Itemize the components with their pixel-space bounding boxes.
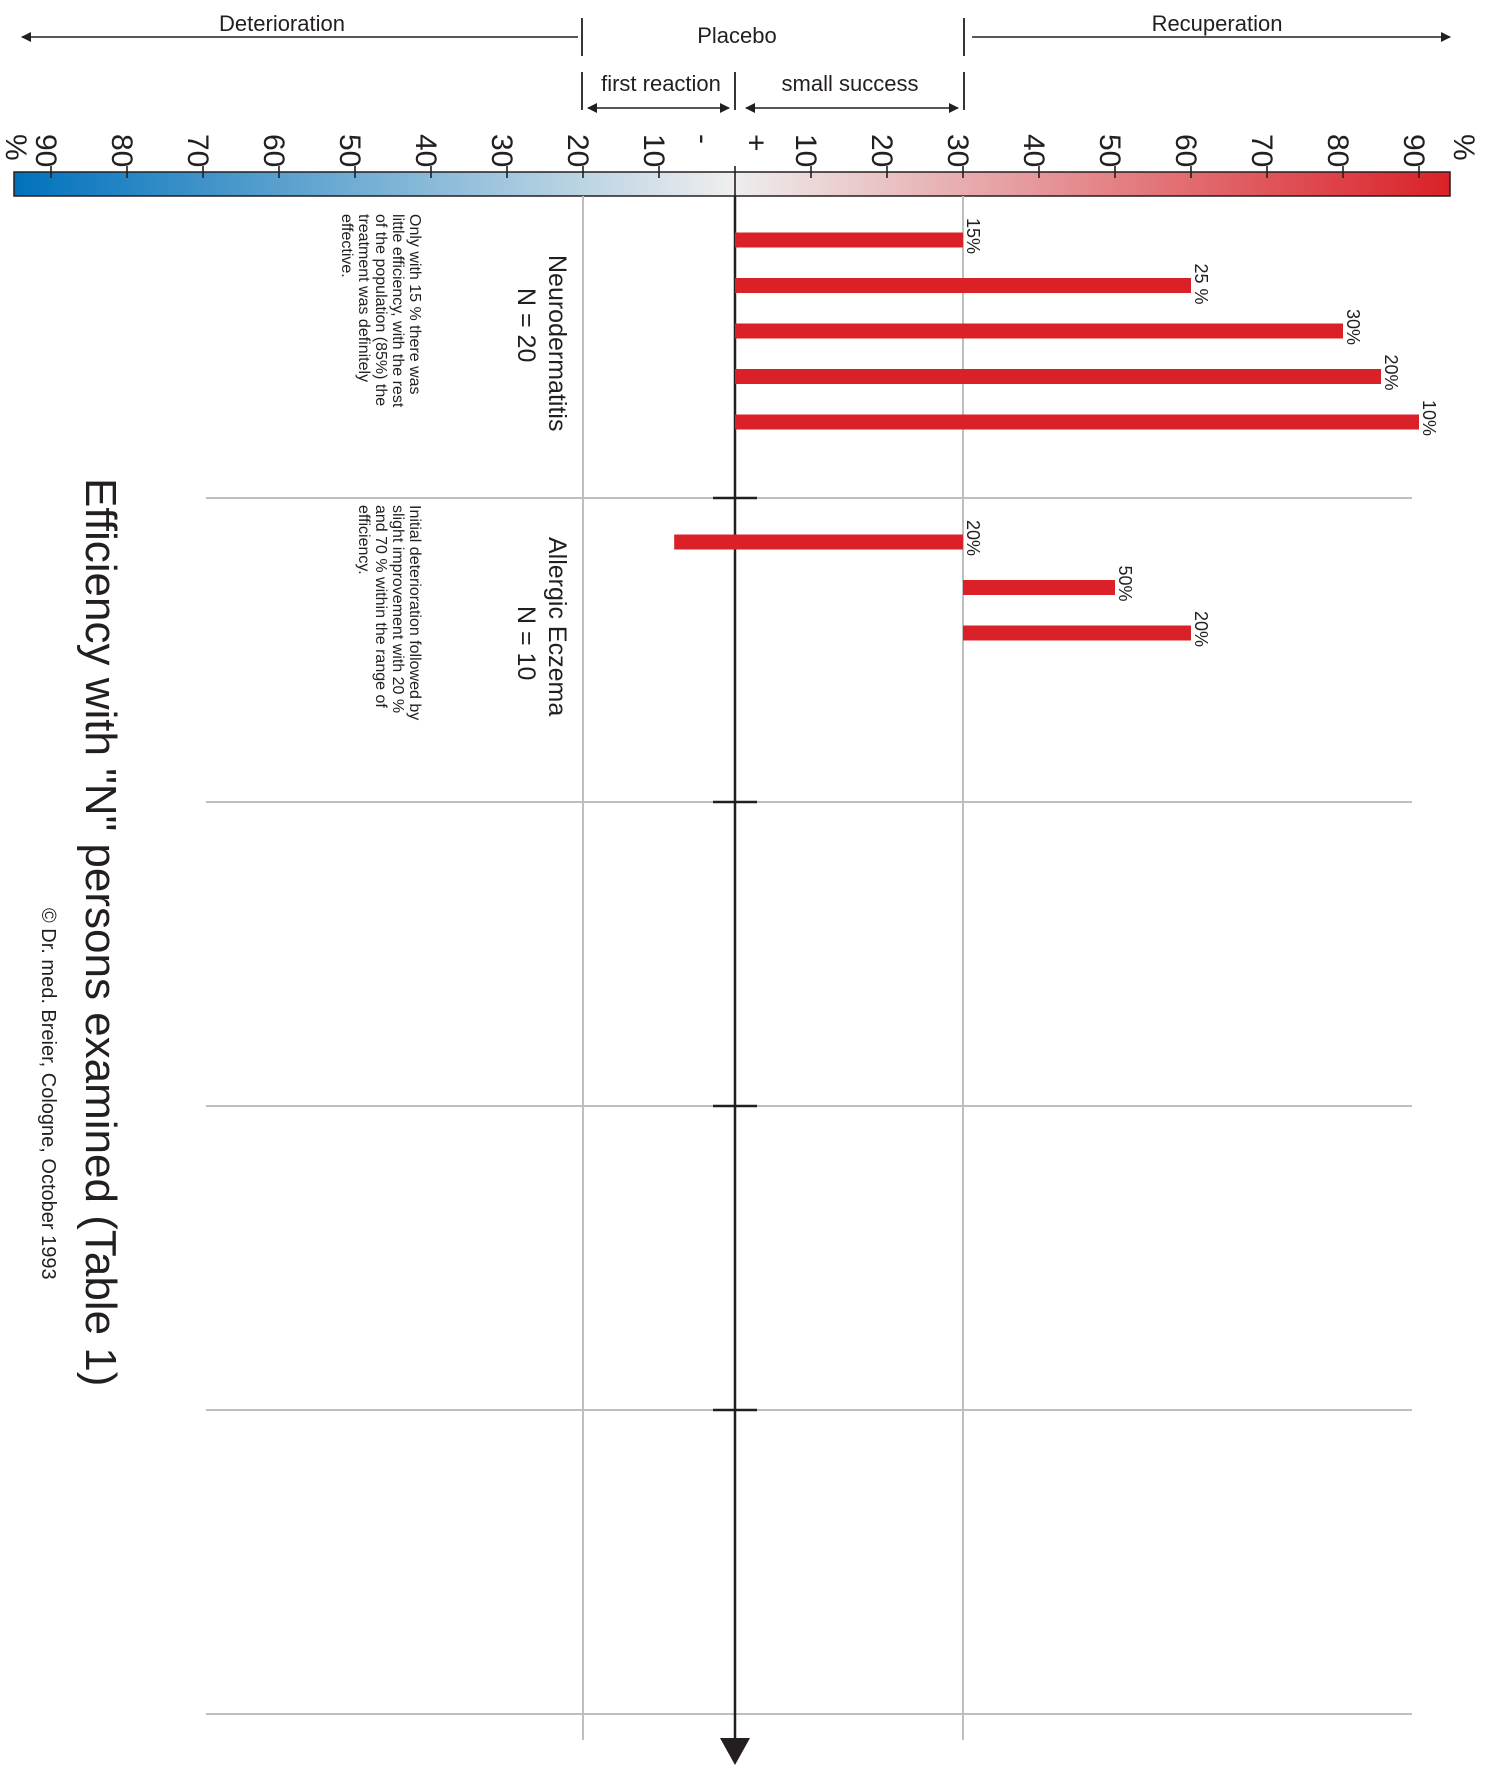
bar xyxy=(963,580,1115,595)
scale-tick-label: 90 xyxy=(29,134,62,167)
scale-tick-label: 30 xyxy=(485,134,518,167)
scale-unit-label-left: % xyxy=(0,134,32,161)
scale-tick-label: 40 xyxy=(1017,134,1050,167)
scale-tick-label: 70 xyxy=(1245,134,1278,167)
bar xyxy=(735,323,1343,339)
svg-text:Only with 15 % there was: Only with 15 % there was little efficien… xyxy=(338,214,423,412)
scale-tick-label: 50 xyxy=(333,134,366,167)
bar-label: 30% xyxy=(1343,309,1363,345)
bar-label: 10% xyxy=(1419,400,1439,436)
group-note: Initial deterioration followed by slight… xyxy=(355,505,423,725)
bar xyxy=(963,625,1191,641)
bar-label: 20% xyxy=(1381,355,1401,391)
scale-tick-label: - xyxy=(686,134,719,144)
scale-tick-label: 60 xyxy=(257,134,290,167)
scale-tick-label: 40 xyxy=(409,134,442,167)
group-neurodermatitis: Neurodermatitis N = 20 Only with 15 % th… xyxy=(338,214,571,431)
scale-tick-label: + xyxy=(740,134,773,152)
svg-text:Initial deterioration followed: Initial deterioration followed by slight… xyxy=(355,505,423,725)
scale-tick-label: 80 xyxy=(105,134,138,167)
bar xyxy=(735,414,1419,430)
bar-label: 20% xyxy=(1191,611,1211,647)
zone-header: Deterioration Placebo Recuperation first… xyxy=(21,11,1451,113)
group-name: Allergic Eczema xyxy=(543,537,571,716)
placebo-label: Placebo xyxy=(697,23,777,48)
copyright: © Dr. med. Breier, Cologne, October 1993 xyxy=(37,908,59,1280)
group-name: Neurodermatitis xyxy=(543,255,571,431)
scale-tick-label: 50 xyxy=(1093,134,1126,167)
scale-tick-labels: 90 80 70 60 50 40 30 20 10 - +10 20 30 40 50 60 70 80 90%% xyxy=(0,134,1480,167)
scale-tick-label: 60 xyxy=(1169,134,1202,167)
scale xyxy=(13,166,1451,197)
bar xyxy=(735,232,963,248)
scale-gradient-bar xyxy=(13,171,1451,197)
chart-title: Efficiency with "N" persons examined (Ta… xyxy=(76,478,125,1386)
recuperation-label: Recuperation xyxy=(1152,11,1283,36)
bar xyxy=(674,534,963,550)
bar xyxy=(735,369,1381,384)
scale-tick-label: 70 xyxy=(181,134,214,167)
small-success-label: small success xyxy=(782,71,919,96)
scale-tick-label: 20 xyxy=(865,134,898,167)
scale-tick-label: 90 xyxy=(1397,134,1430,167)
bar-label: 15% xyxy=(963,218,983,254)
scale-tick-label: 10 xyxy=(789,134,822,167)
group-allergic-eczema: Allergic Eczema N = 10 Initial deteriora… xyxy=(355,505,571,725)
axis-arrow-icon xyxy=(720,1738,750,1765)
scale-tick-label: 80 xyxy=(1321,134,1354,167)
bar-label: 20% xyxy=(963,520,983,556)
first-reaction-label: first reaction xyxy=(601,71,721,96)
axis-ticks xyxy=(713,496,757,1412)
bars: 15% 25 % 30% 20% 10% 20% 50% 20% xyxy=(674,218,1439,647)
scale-tick-label: 30 xyxy=(941,134,974,167)
group-n-label: N = 20 xyxy=(512,288,540,362)
group-n-label: N = 10 xyxy=(512,606,540,680)
bar-label: 25 % xyxy=(1191,264,1211,305)
group-note: Only with 15 % there was little efficien… xyxy=(338,214,423,412)
bar xyxy=(735,278,1191,293)
scale-tick-label: 10 xyxy=(637,134,670,167)
deterioration-label: Deterioration xyxy=(219,11,345,36)
scale-tick-label: 20 xyxy=(561,134,594,167)
bar-label: 50% xyxy=(1115,566,1135,602)
scale-unit-label-right: % xyxy=(1447,134,1480,161)
grid xyxy=(206,196,1412,1740)
scale-ticks xyxy=(50,166,1420,196)
